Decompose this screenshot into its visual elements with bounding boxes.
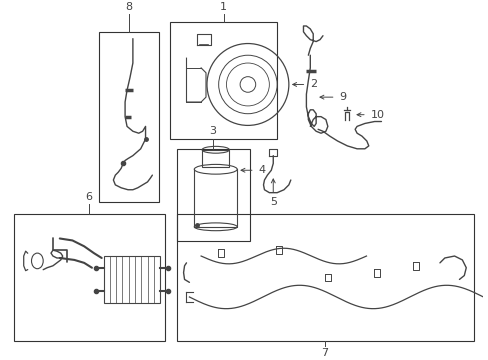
Bar (103, 256, 160, 303)
Bar (99, 32, 159, 202)
Bar (202, 150, 229, 167)
Text: 9: 9 (339, 92, 346, 102)
Text: 2: 2 (310, 80, 317, 90)
Bar (169, 22, 277, 139)
Text: 5: 5 (269, 197, 276, 207)
Bar (176, 214, 473, 341)
Text: 8: 8 (125, 2, 132, 12)
Text: 10: 10 (370, 110, 384, 120)
Bar (176, 149, 249, 242)
Text: 4: 4 (258, 165, 265, 175)
Text: 7: 7 (321, 348, 328, 358)
Text: 3: 3 (209, 126, 216, 136)
Text: 1: 1 (220, 2, 226, 12)
Text: 6: 6 (85, 193, 92, 202)
Bar (14, 214, 165, 341)
